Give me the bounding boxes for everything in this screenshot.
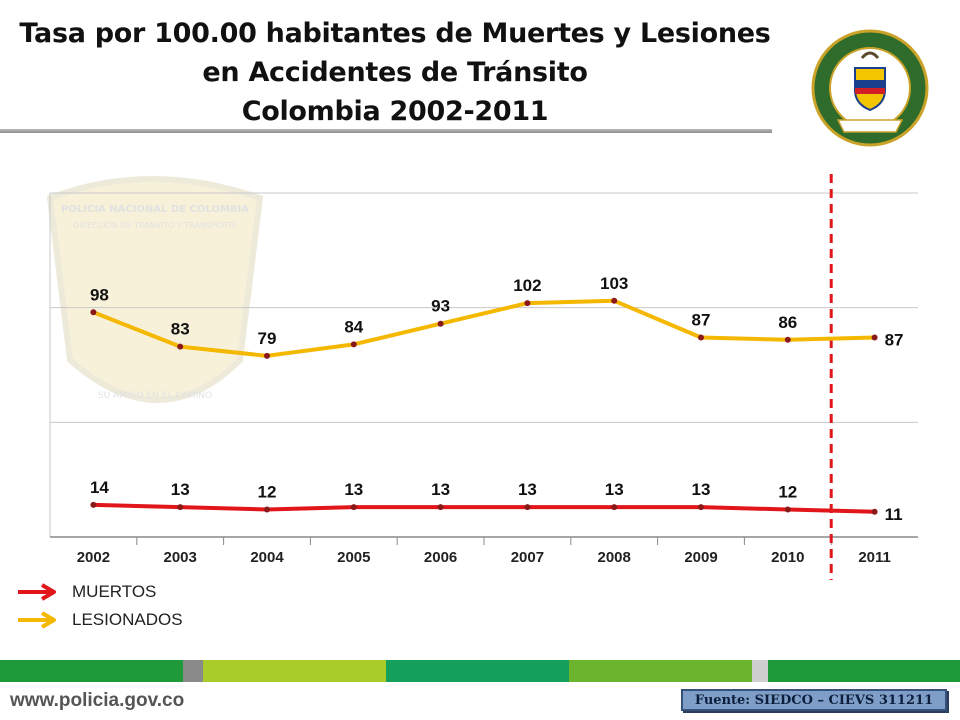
title-line-3: Colombia 2002-2011	[241, 96, 549, 127]
data-label: 83	[171, 320, 190, 339]
x-tick-label: 2007	[511, 549, 544, 566]
chart-gridlines	[49, 192, 918, 537]
data-label: 84	[344, 317, 363, 336]
footer-bar-segment	[0, 660, 183, 682]
x-tick-label: 2011	[858, 549, 891, 566]
data-point	[784, 506, 791, 513]
data-point	[90, 309, 97, 316]
chart-area: POLICIA NACIONAL DE COLOMBIA DIRECCION D…	[46, 174, 918, 580]
x-tick-label: 2002	[77, 549, 110, 566]
data-label: 14	[90, 478, 109, 497]
series-lesionados: 98 83 79 84 93 102 103 87 86 87	[90, 274, 904, 359]
title-line-2: en Accidentes de Tránsito	[202, 57, 588, 88]
data-label: 102	[513, 276, 541, 295]
data-point	[90, 501, 97, 508]
police-seal-logo	[811, 29, 929, 147]
watermark-text-bottom: SU AMIGO EN EL CAMINO	[98, 391, 212, 401]
legend-item-lesionados: LESIONADOS	[16, 608, 183, 632]
data-label: 11	[885, 505, 903, 524]
series-layer: 98 83 79 84 93 102 103 87 86 87 14 13 12 13 13 13 13 13 12…	[90, 274, 904, 524]
website-url: www.policia.gov.co	[10, 690, 185, 711]
title-line-1: Tasa por 100.00 habitantes de Muertes y …	[19, 18, 771, 49]
data-label: 98	[90, 285, 109, 304]
series-line	[92, 298, 875, 358]
x-tick-label: 2003	[164, 549, 197, 566]
chart-title: Tasa por 100.00 habitantes de Muertes y …	[0, 14, 790, 131]
series-line	[93, 502, 875, 514]
footer-bar-segment	[183, 660, 203, 682]
transit-police-watermark: POLICIA NACIONAL DE COLOMBIA DIRECCION D…	[46, 176, 264, 403]
data-label: 13	[171, 480, 190, 499]
legend-item-muertos: MUERTOS	[16, 580, 156, 604]
data-point	[350, 341, 357, 348]
data-label: 13	[692, 480, 711, 499]
footer-bar-segment	[203, 660, 386, 682]
series-muertos: 14 13 12 13 13 13 13 13 12 11	[90, 478, 903, 524]
data-point	[524, 300, 531, 307]
data-label: 86	[778, 313, 797, 332]
data-point	[698, 504, 704, 511]
footer-bar-segment	[752, 660, 768, 682]
data-point	[264, 352, 270, 359]
data-point	[264, 506, 270, 513]
watermark-text-top: POLICIA NACIONAL DE COLOMBIA	[61, 204, 249, 215]
data-label: 13	[431, 480, 450, 499]
data-point	[611, 504, 618, 511]
data-point	[784, 336, 791, 343]
data-point	[437, 504, 444, 511]
footer-bar-segment	[386, 660, 569, 682]
data-point	[871, 334, 878, 341]
footer-color-bar	[0, 660, 960, 682]
x-tick-label: 2009	[684, 549, 717, 566]
data-point	[871, 508, 878, 515]
x-tick-label: 2004	[250, 549, 284, 566]
data-point	[698, 334, 704, 341]
x-tick-label: 2010	[771, 549, 804, 566]
legend-label-lesionados: LESIONADOS	[72, 610, 183, 629]
data-point	[524, 504, 531, 511]
yellow-arrow-icon	[18, 611, 56, 629]
source-label: Fuente: SIEDCO – CIEVS 311211	[681, 689, 947, 711]
data-label: 79	[258, 329, 277, 348]
data-label: 12	[258, 482, 277, 501]
x-tick-labels: 2002 2003 2004 2005 2006 2007 2008 2009 2010 2011	[77, 537, 891, 566]
data-point	[611, 297, 618, 304]
data-point	[437, 320, 444, 327]
x-tick-label: 2008	[598, 549, 631, 566]
footer-bar-segment	[569, 660, 752, 682]
data-point	[177, 343, 184, 350]
watermark-text-sub: DIRECCION DE TRANSITO Y TRANSPORTE	[73, 221, 237, 230]
data-label: 13	[518, 480, 537, 499]
x-tick-label: 2005	[337, 549, 370, 566]
data-label: 93	[431, 297, 450, 316]
footer-bar-segment	[768, 660, 960, 682]
data-label: 87	[885, 330, 904, 349]
data-point	[177, 504, 184, 511]
data-label: 12	[778, 482, 797, 501]
data-label: 103	[600, 274, 628, 293]
data-label: 13	[344, 480, 363, 499]
data-label: 87	[692, 310, 711, 329]
x-tick-label: 2006	[424, 549, 457, 566]
legend-label-muertos: MUERTOS	[72, 582, 157, 601]
title-divider	[0, 129, 772, 133]
data-point	[350, 504, 357, 511]
data-label: 13	[605, 480, 624, 499]
red-arrow-icon	[18, 583, 56, 601]
